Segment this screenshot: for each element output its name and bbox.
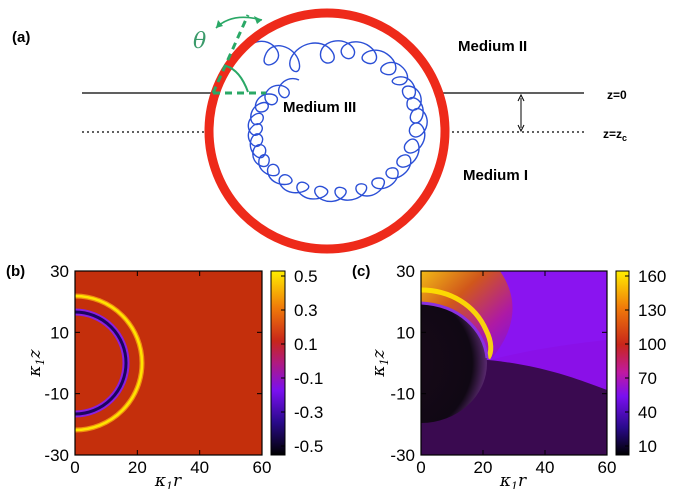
zc-label: z=zc — [603, 127, 627, 143]
panel-b-heatmap — [75, 271, 262, 455]
tangent-line — [211, 14, 250, 94]
panel-b-ylabel: κ1z — [25, 348, 47, 377]
panel-c-disc-edge — [421, 301, 489, 359]
panel_b-colorbar-label: -0.1 — [294, 369, 323, 388]
panel-c-axes: 0 20 40 60 30 10 -10 -30 160 130 100 70 40 10 — [390, 262, 666, 477]
panel-b: (b) 0 20 40 60 30 10 -10 -30 0.5 0.3 0.1 -0.1 -0.3 -0… — [6, 262, 323, 489]
panel_b-colorbar-label: 0.1 — [294, 335, 318, 354]
panel-c-heatmap — [421, 271, 607, 455]
medium-i-label: Medium I — [463, 167, 528, 184]
particle-interior — [209, 13, 445, 249]
panel-c-frame — [420, 270, 608, 456]
panel-b-inner-ring — [75, 310, 128, 416]
separation-arrowhead-down — [517, 124, 525, 133]
panel_c-colorbar-label: 70 — [638, 369, 657, 388]
separation-arrowhead-up — [517, 93, 525, 102]
z0-label: z=0 — [607, 88, 627, 102]
panel-b-colorbar — [270, 270, 286, 456]
panel-c-label: (c) — [352, 263, 370, 280]
panel_b-colorbar-label: -0.3 — [294, 403, 323, 422]
panel_b-ytick-label: -10 — [44, 385, 69, 404]
panel_b-ytick-label: -30 — [44, 446, 69, 465]
panel_c-xtick-label: 20 — [474, 458, 493, 477]
panel_c-colorbar-label: 130 — [638, 301, 666, 320]
panel-c-xlabel: κ1r — [499, 471, 527, 489]
panel-b-label: (b) — [6, 263, 25, 280]
panel_b-colorbar-label: 0.5 — [294, 267, 318, 286]
particle-ring — [204, 8, 450, 254]
panel-c-particle-disc — [421, 303, 487, 423]
panel_b-xtick-label: 60 — [253, 458, 272, 477]
panel_b-ytick-label: 10 — [50, 323, 69, 342]
panel-b-outer-ring — [75, 294, 144, 432]
panel_b-colorbar-label: -0.5 — [294, 437, 323, 456]
panel_c-xtick-label: 60 — [598, 458, 617, 477]
medium-iii-label: Medium III — [283, 99, 356, 116]
panel-c-ylabel: κ1z — [369, 348, 391, 377]
panel-c-colorbar — [615, 270, 630, 456]
panel-b-frame — [74, 270, 263, 456]
panel_c-colorbar-label: 40 — [638, 403, 657, 422]
panel_c-ytick-label: 10 — [396, 323, 415, 342]
medium-ii-label: Medium II — [458, 38, 527, 55]
panel_c-colorbar-label: 100 — [638, 335, 666, 354]
panel_b-colorbar-label: 0.3 — [294, 301, 318, 320]
panel_c-xtick-label: 40 — [536, 458, 555, 477]
panel_c-colorbar-label: 10 — [638, 437, 657, 456]
panel_b-ytick-label: 30 — [50, 262, 69, 281]
theta-arrowhead-left — [216, 20, 223, 28]
panel_c-colorbar-label: 160 — [638, 267, 666, 286]
panel_c-xtick-label: 0 — [416, 458, 425, 477]
panel_c-ytick-label: -10 — [390, 385, 415, 404]
panel_b-xtick-label: 40 — [190, 458, 209, 477]
panel-a-label: (a) — [12, 29, 30, 46]
angle-arc — [225, 65, 249, 93]
theta-arrowhead-right — [254, 16, 262, 24]
theta-symbol: θ — [193, 29, 206, 54]
panel_c-ytick-label: -30 — [390, 446, 415, 465]
panel_b-xtick-label: 20 — [128, 458, 147, 477]
panel-c: (c) 0 20 40 60 30 10 -10 -30 160 130 100 70 40 10 κ1z… — [352, 262, 666, 489]
panel-c-hot-rim — [421, 287, 494, 360]
panel-b-background — [75, 271, 262, 455]
polymer-chain — [236, 40, 428, 203]
panel-a: (a) θ Medium II Medium III Medium I z=0 … — [12, 8, 627, 254]
panel-b-xlabel: κ1r — [154, 471, 182, 489]
panel-b-axes: 0 20 40 60 30 10 -10 -30 0.5 0.3 0.1 -0.1 -0.3 -0.5 — [44, 262, 323, 477]
panel_c-ytick-label: 30 — [396, 262, 415, 281]
panel_b-xtick-label: 0 — [70, 458, 79, 477]
